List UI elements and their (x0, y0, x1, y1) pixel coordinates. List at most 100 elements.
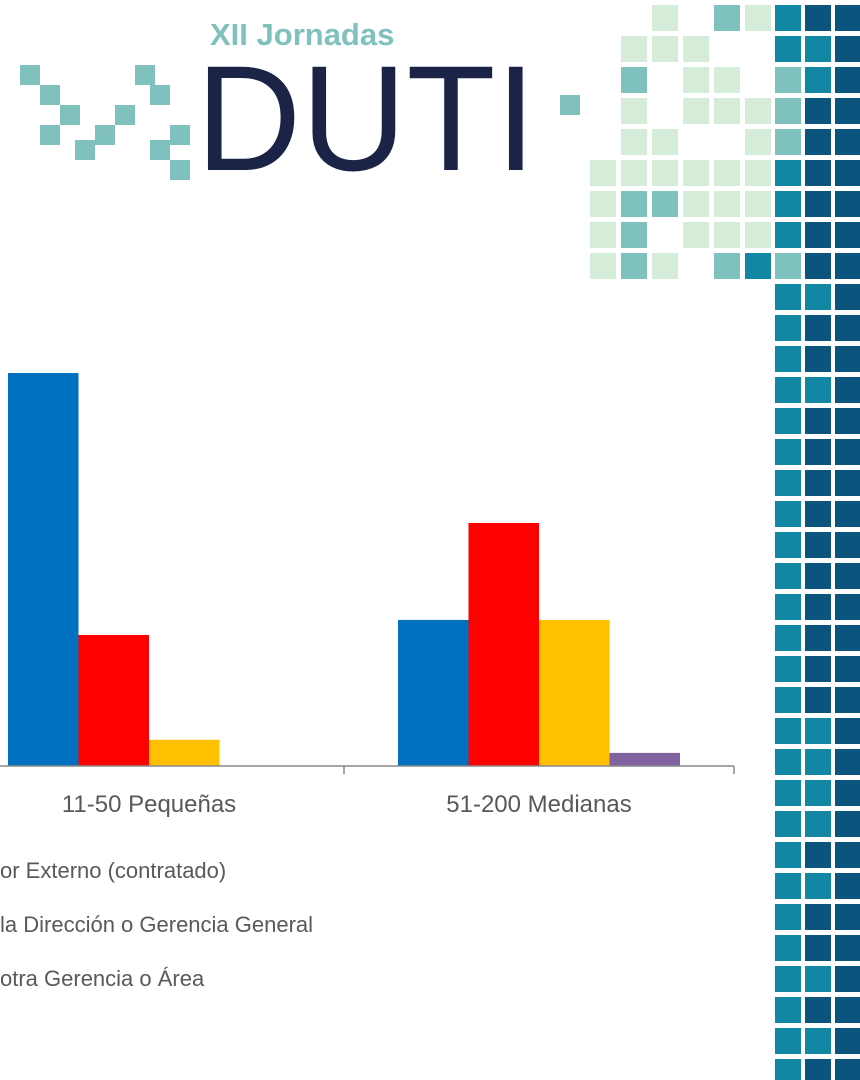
mosaic-tile (745, 129, 771, 155)
mosaic-tile (775, 532, 801, 558)
mosaic-tile (775, 191, 801, 217)
mosaic-tile (652, 191, 678, 217)
mosaic-tile (805, 842, 831, 868)
mosaic-tile (835, 718, 860, 744)
mosaic-tile (835, 935, 860, 961)
mosaic-tile (805, 873, 831, 899)
logo-tile (60, 105, 80, 125)
mosaic-tile (805, 284, 831, 310)
mosaic-tile (683, 36, 709, 62)
mosaic-tile (590, 191, 616, 217)
mosaic-tile (805, 718, 831, 744)
mosaic-tile (835, 408, 860, 434)
mosaic-tile (835, 904, 860, 930)
mosaic-tile (775, 904, 801, 930)
logo-tile (115, 105, 135, 125)
mosaic-tile (805, 594, 831, 620)
mosaic-tile (805, 997, 831, 1023)
mosaic-tile (805, 563, 831, 589)
bar (79, 635, 150, 766)
mosaic-tile (775, 129, 801, 155)
mosaic-tile (835, 470, 860, 496)
logo-tile (135, 65, 155, 85)
mosaic-tile (835, 160, 860, 186)
mosaic-tile (714, 160, 740, 186)
mosaic-tile (805, 935, 831, 961)
mosaic-tile (805, 346, 831, 372)
mosaic-tile (775, 1059, 801, 1080)
mosaic-tile (745, 5, 771, 31)
bar (149, 740, 220, 766)
mosaic-tile (805, 253, 831, 279)
mosaic-tile (775, 222, 801, 248)
logo-tile (20, 65, 40, 85)
mosaic-tile (714, 5, 740, 31)
mosaic-tile (775, 935, 801, 961)
mosaic-tile (805, 656, 831, 682)
mosaic-tile (745, 160, 771, 186)
mosaic-tile (775, 780, 801, 806)
mosaic-tile (775, 470, 801, 496)
mosaic-tile (835, 1028, 860, 1054)
mosaic-tile (775, 563, 801, 589)
bar (539, 620, 610, 766)
mosaic-tile (835, 315, 860, 341)
mosaic-tile (775, 873, 801, 899)
mosaic-tile (775, 377, 801, 403)
legend-label: or Externo (contratado) (0, 858, 226, 883)
mosaic-tile (835, 966, 860, 992)
mosaic-tile (835, 98, 860, 124)
mosaic-tile (590, 253, 616, 279)
mosaic-tile (745, 253, 771, 279)
logo-tile (95, 125, 115, 145)
mosaic-tile (621, 160, 647, 186)
logo-tile (560, 95, 580, 115)
mosaic-tile (652, 160, 678, 186)
mosaic-tile (835, 439, 860, 465)
mosaic-tile (652, 253, 678, 279)
mosaic-tile (590, 222, 616, 248)
mosaic-tile (805, 98, 831, 124)
mosaic-tile (590, 160, 616, 186)
bar (8, 373, 79, 766)
mosaic-tile (805, 36, 831, 62)
logo-tile (40, 85, 60, 105)
mosaic-tile (805, 191, 831, 217)
mosaic-tile (835, 253, 860, 279)
mosaic-tile (835, 5, 860, 31)
mosaic-tile (835, 1059, 860, 1080)
mosaic-tile (621, 253, 647, 279)
mosaic-tile (714, 222, 740, 248)
mosaic-tile (835, 563, 860, 589)
bar (610, 753, 681, 766)
mosaic-tile (835, 346, 860, 372)
mosaic-tile (775, 749, 801, 775)
mosaic-tile (775, 98, 801, 124)
mosaic-tile (835, 284, 860, 310)
slide: XII Jornadas DUTI 11-50 Pequeñas51-200 M… (0, 0, 860, 1080)
mosaic-tile (775, 656, 801, 682)
mosaic-tile (835, 129, 860, 155)
mosaic-tile (805, 501, 831, 527)
mosaic-tile (835, 191, 860, 217)
mosaic-tile (805, 749, 831, 775)
x-tick-label: 51-200 Medianas (446, 791, 631, 818)
mosaic-tile (775, 966, 801, 992)
mosaic-tile (775, 687, 801, 713)
mosaic-tile (805, 811, 831, 837)
mosaic-tile (775, 284, 801, 310)
mosaic-tile (805, 687, 831, 713)
mosaic-tile (835, 67, 860, 93)
mosaic-tile (835, 36, 860, 62)
mosaic-tile (683, 98, 709, 124)
mosaic-tile (835, 811, 860, 837)
mosaic-tile (805, 222, 831, 248)
mosaic-tile (714, 67, 740, 93)
mosaic-tile (775, 811, 801, 837)
bar (398, 620, 469, 766)
mosaic-tile (745, 191, 771, 217)
mosaic-tile (683, 222, 709, 248)
mosaic-tile (835, 780, 860, 806)
legend-label: la Dirección o Gerencia General (0, 912, 313, 937)
mosaic-tile (775, 842, 801, 868)
